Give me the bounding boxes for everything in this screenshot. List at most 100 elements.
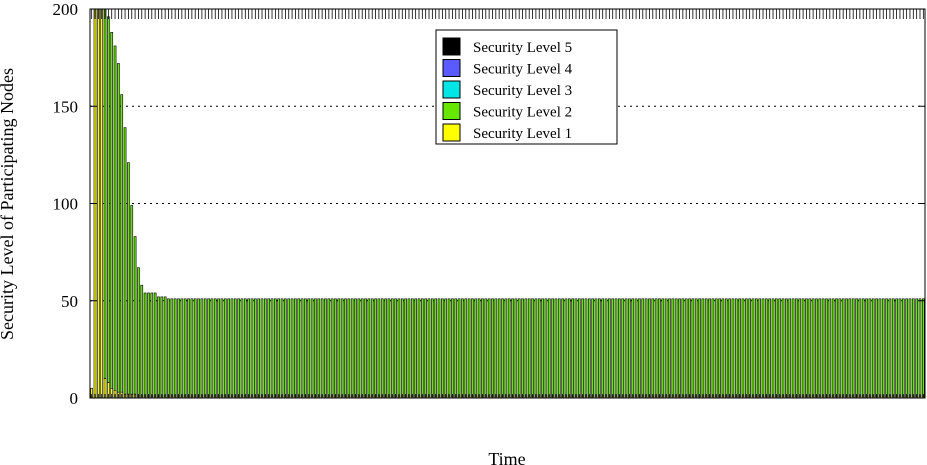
bar [668,298,671,399]
bar [177,298,180,399]
bar-level2-segment [274,298,277,397]
bar-level2-segment [167,298,170,397]
bar-level2-segment [491,298,494,397]
bar [838,298,842,399]
bar-level2-segment [821,298,825,397]
bar [524,298,528,399]
bar [300,298,304,399]
bar-level2-segment [601,298,605,397]
bar-level2-segment [721,298,725,397]
bar [775,298,778,399]
bar-level2-segment [394,298,397,397]
bar [223,298,227,399]
bar-level2-segment [250,298,254,397]
bar-level2-segment [123,127,127,395]
bar-level2-segment [531,298,534,397]
bar [100,8,104,399]
bar [721,298,725,399]
bar [370,298,374,399]
bar-level2-segment [317,298,321,397]
bar [354,298,357,399]
bar-level2-segment [334,298,337,397]
bar [274,298,277,399]
bar [410,298,414,399]
bar-level2-segment [514,298,518,397]
bar-level2-segment [598,298,601,397]
bar [517,298,521,399]
bar-level2-segment [207,298,210,397]
bar-level2-segment [781,298,785,397]
bar [227,298,230,399]
bar [875,298,878,399]
bar-level2-segment [400,298,404,397]
bar-level2-segment [664,298,668,397]
bar-level2-segment [420,298,424,397]
bar-level2-segment [497,298,501,397]
bar-level2-segment [728,298,731,397]
bar [167,298,170,399]
bar [270,298,274,399]
bar-level2-segment [638,298,641,397]
bar-level2-segment [507,298,511,397]
bar [868,298,872,399]
bar-level2-segment [865,298,868,397]
bar-level2-segment [350,298,354,397]
bar [634,298,638,399]
bar-level2-segment [454,298,458,397]
bar-level2-segment [287,298,291,397]
bar-level2-segment [648,298,651,397]
bar-level2-segment [437,298,441,397]
bar [561,298,564,399]
bar-level2-segment [724,298,728,397]
y-tick-label: 150 [53,97,79,116]
bar [881,298,885,399]
bar-level2-segment [494,298,498,397]
bar-level2-segment [748,298,751,397]
bar [688,298,691,399]
bar [567,298,571,399]
bar [808,298,812,399]
legend-label: Security Level 5 [473,40,572,56]
bar [173,298,177,399]
bar [207,298,210,399]
bar-level2-segment [888,298,892,397]
bar-level2-segment [474,298,478,397]
bar [213,298,217,399]
bar [821,298,825,399]
bar [554,298,558,399]
bar-level2-segment [340,298,344,397]
bar-level2-segment [761,298,765,397]
bar-level1-segment [100,8,104,399]
bar-level2-segment [584,298,588,397]
bar-level2-segment [544,298,548,397]
bar-level2-segment [701,298,705,397]
bar [795,298,798,399]
legend-label: Security Level 1 [473,126,572,142]
legend: Security Level 5 Security Level 4 Security… [435,29,618,145]
bar-level2-segment [227,298,230,397]
bar [97,8,100,399]
y-tick-label: 200 [53,0,79,19]
bar [684,298,688,399]
bar-level2-segment [795,298,798,397]
bar [638,298,641,399]
bar-level2-segment [574,298,578,397]
x-axis-label: Time [488,449,525,465]
bar-level2-segment [567,298,571,397]
bar [474,298,478,399]
bar [895,298,898,399]
bar-level2-segment [434,298,438,397]
bar [577,298,581,399]
bar [264,298,267,399]
bar-level2-segment [370,298,374,397]
bar [587,298,591,399]
bar [878,298,882,399]
bar [414,298,417,399]
bar [628,298,631,399]
bar [407,298,411,399]
bar-level2-segment [210,298,214,397]
bar [110,32,114,399]
bar [253,298,257,399]
bar [848,298,852,399]
bar-level2-segment [741,298,745,397]
